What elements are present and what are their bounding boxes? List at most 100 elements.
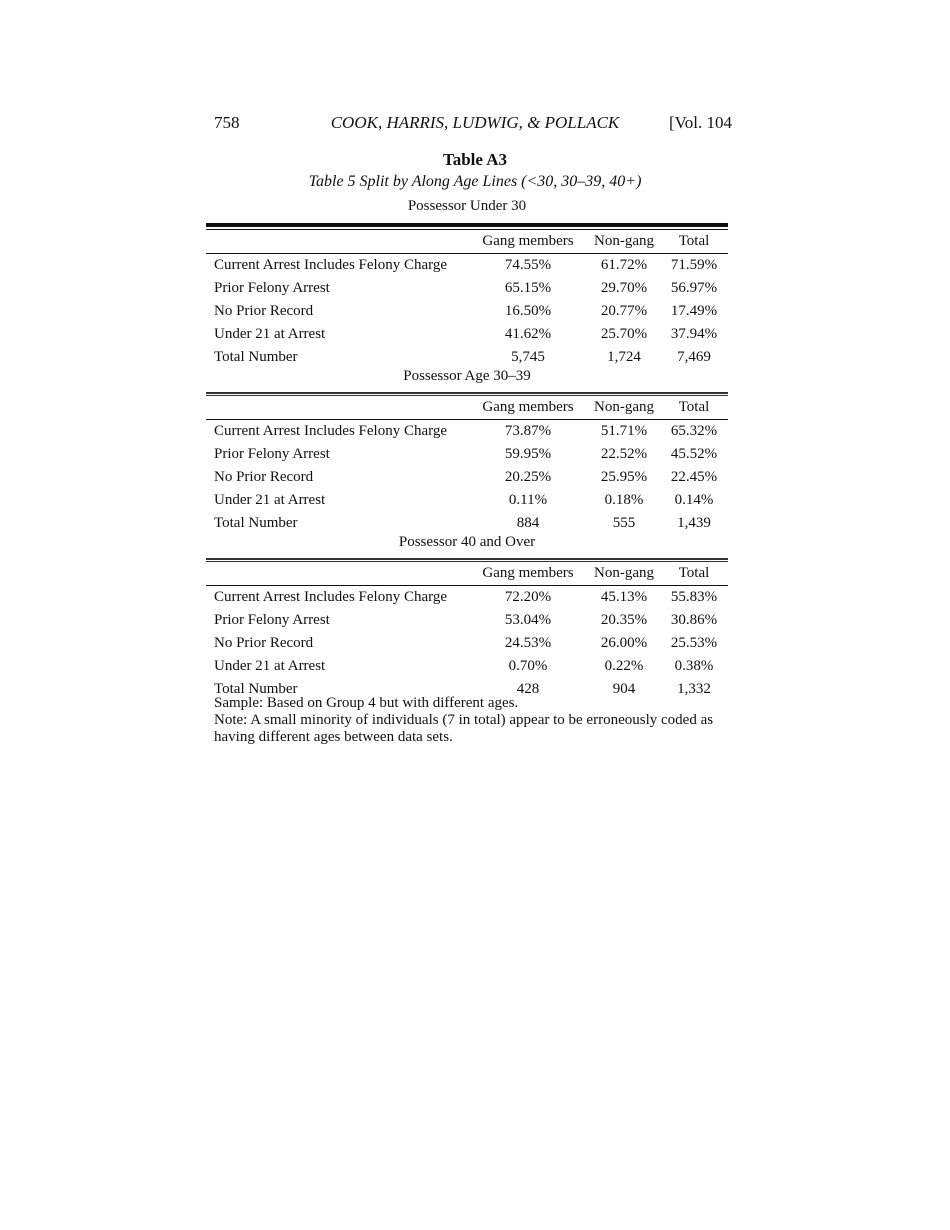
table-cell: 0.18%: [604, 492, 644, 508]
table-cell: 20.35%: [600, 612, 648, 628]
row-label: Current Arrest Includes Felony Charge: [214, 423, 448, 439]
table-cell: 30.86%: [670, 612, 718, 628]
table-row: No Prior Record 16.50% 20.77% 17.49%: [206, 300, 728, 323]
row-label: Total Number: [214, 681, 298, 697]
table-cell: 16.50%: [504, 303, 552, 319]
column-header-row: Gang members Non-gang Total: [206, 230, 728, 254]
row-label: Prior Felony Arrest: [214, 612, 330, 628]
section-title: Possessor 40 and Over: [398, 534, 536, 550]
table-row: Prior Felony Arrest 53.04% 20.35% 30.86%: [206, 609, 728, 632]
column-header: [206, 562, 468, 585]
table-cell: 55.83%: [670, 589, 718, 605]
column-header: Non-gang: [594, 233, 654, 249]
table-cell: 29.70%: [600, 280, 648, 296]
column-header: Total: [678, 399, 710, 415]
column-header: Gang members: [482, 233, 574, 249]
table-cell: 555: [612, 515, 636, 531]
table-cell: 5,745: [511, 349, 545, 365]
table-cell: 17.49%: [670, 303, 718, 319]
row-label: Under 21 at Arrest: [214, 658, 326, 674]
table-cell: 0.38%: [674, 658, 714, 674]
row-label: Under 21 at Arrest: [214, 326, 326, 342]
table-subtitle: Table 5 Split by Along Age Lines (<30, 3…: [308, 173, 642, 190]
row-label: Total Number: [214, 515, 298, 531]
column-header: Non-gang: [594, 399, 654, 415]
running-head-authors: COOK, HARRIS, LUDWIG, & POLLACK: [330, 113, 620, 132]
double-rule: [206, 392, 728, 396]
table-cell: 0.14%: [674, 492, 714, 508]
table-row: No Prior Record 20.25% 25.95% 22.45%: [206, 466, 728, 489]
table-row: Total Number 428 904 1,332: [206, 678, 728, 701]
table-cell: 53.04%: [504, 612, 552, 628]
table-cell: 20.25%: [504, 469, 552, 485]
column-header-row: Gang members Non-gang Total: [206, 396, 728, 420]
table-cell: 37.94%: [670, 326, 718, 342]
section-title: Possessor Under 30: [407, 198, 527, 214]
sample-note: Sample: Based on Group 4 but with differ…: [214, 695, 519, 711]
table-cell: 72.20%: [504, 589, 552, 605]
table-cell: 45.52%: [670, 446, 718, 462]
table-row: Prior Felony Arrest 65.15% 29.70% 56.97%: [206, 277, 728, 300]
table-cell: 0.22%: [604, 658, 644, 674]
row-label: Under 21 at Arrest: [214, 492, 326, 508]
table-row: Total Number 5,745 1,724 7,469: [206, 346, 728, 369]
column-header: Gang members: [482, 565, 574, 581]
column-header-row: Gang members Non-gang Total: [206, 562, 728, 586]
table-cell: 22.45%: [670, 469, 718, 485]
table-cell: 24.53%: [504, 635, 552, 651]
column-header: Total: [678, 565, 710, 581]
page-number: 758: [214, 113, 240, 132]
row-label: No Prior Record: [214, 303, 314, 319]
table-section: Possessor Age 30–39 Gang members Non-gang T…: [206, 368, 728, 535]
table-cell: 1,439: [677, 515, 711, 531]
row-label: Total Number: [214, 349, 298, 365]
row-label: Prior Felony Arrest: [214, 446, 330, 462]
table-row: Prior Felony Arrest 59.95% 22.52% 45.52%: [206, 443, 728, 466]
column-header: Gang members: [482, 399, 574, 415]
table-cell: 0.11%: [508, 492, 548, 508]
row-label: No Prior Record: [214, 635, 314, 651]
table-cell: 74.55%: [504, 257, 552, 273]
table-row: No Prior Record 24.53% 26.00% 25.53%: [206, 632, 728, 655]
table-cell: 1,724: [607, 349, 641, 365]
column-header: Non-gang: [594, 565, 654, 581]
table-cell: 0.70%: [508, 658, 548, 674]
table-cell: 25.95%: [600, 469, 648, 485]
table-cell: 71.59%: [670, 257, 718, 273]
row-label: Prior Felony Arrest: [214, 280, 330, 296]
column-header: [206, 396, 468, 419]
volume-label: [Vol. 104: [669, 113, 732, 132]
table-cell: 904: [612, 681, 636, 697]
table-cell: 1,332: [677, 681, 711, 697]
table-title: Table A3: [442, 150, 508, 169]
table-cell: 884: [516, 515, 540, 531]
table-cell: 65.15%: [504, 280, 552, 296]
table-cell: 428: [516, 681, 540, 697]
table-row: Under 21 at Arrest 41.62% 25.70% 37.94%: [206, 323, 728, 346]
row-label: Current Arrest Includes Felony Charge: [214, 589, 448, 605]
table-row: Under 21 at Arrest 0.11% 0.18% 0.14%: [206, 489, 728, 512]
table-cell: 25.53%: [670, 635, 718, 651]
table-row: Under 21 at Arrest 0.70% 0.22% 0.38%: [206, 655, 728, 678]
double-rule: [206, 558, 728, 562]
table-cell: 51.71%: [600, 423, 648, 439]
double-rule: [206, 223, 728, 230]
table-cell: 25.70%: [600, 326, 648, 342]
table-row: Current Arrest Includes Felony Charge 74.…: [206, 254, 728, 277]
table-cell: 41.62%: [504, 326, 552, 342]
table-cell: 56.97%: [670, 280, 718, 296]
row-label: Current Arrest Includes Felony Charge: [214, 257, 448, 273]
column-header: [206, 230, 468, 253]
table-section: Possessor Under 30 Gang members Non-gang To…: [206, 198, 728, 369]
table-row: Current Arrest Includes Felony Charge 73.…: [206, 420, 728, 443]
row-label: No Prior Record: [214, 469, 314, 485]
table-cell: 73.87%: [504, 423, 552, 439]
column-header: Total: [678, 233, 710, 249]
table-cell: 61.72%: [600, 257, 648, 273]
table-cell: 45.13%: [600, 589, 648, 605]
section-title: Possessor Age 30–39: [403, 368, 531, 384]
table-cell: 22.52%: [600, 446, 648, 462]
table-cell: 26.00%: [600, 635, 648, 651]
table-note: Note: A small minority of individuals (7…: [214, 712, 714, 745]
table-section: Possessor 40 and Over Gang members Non-gan…: [206, 534, 728, 701]
